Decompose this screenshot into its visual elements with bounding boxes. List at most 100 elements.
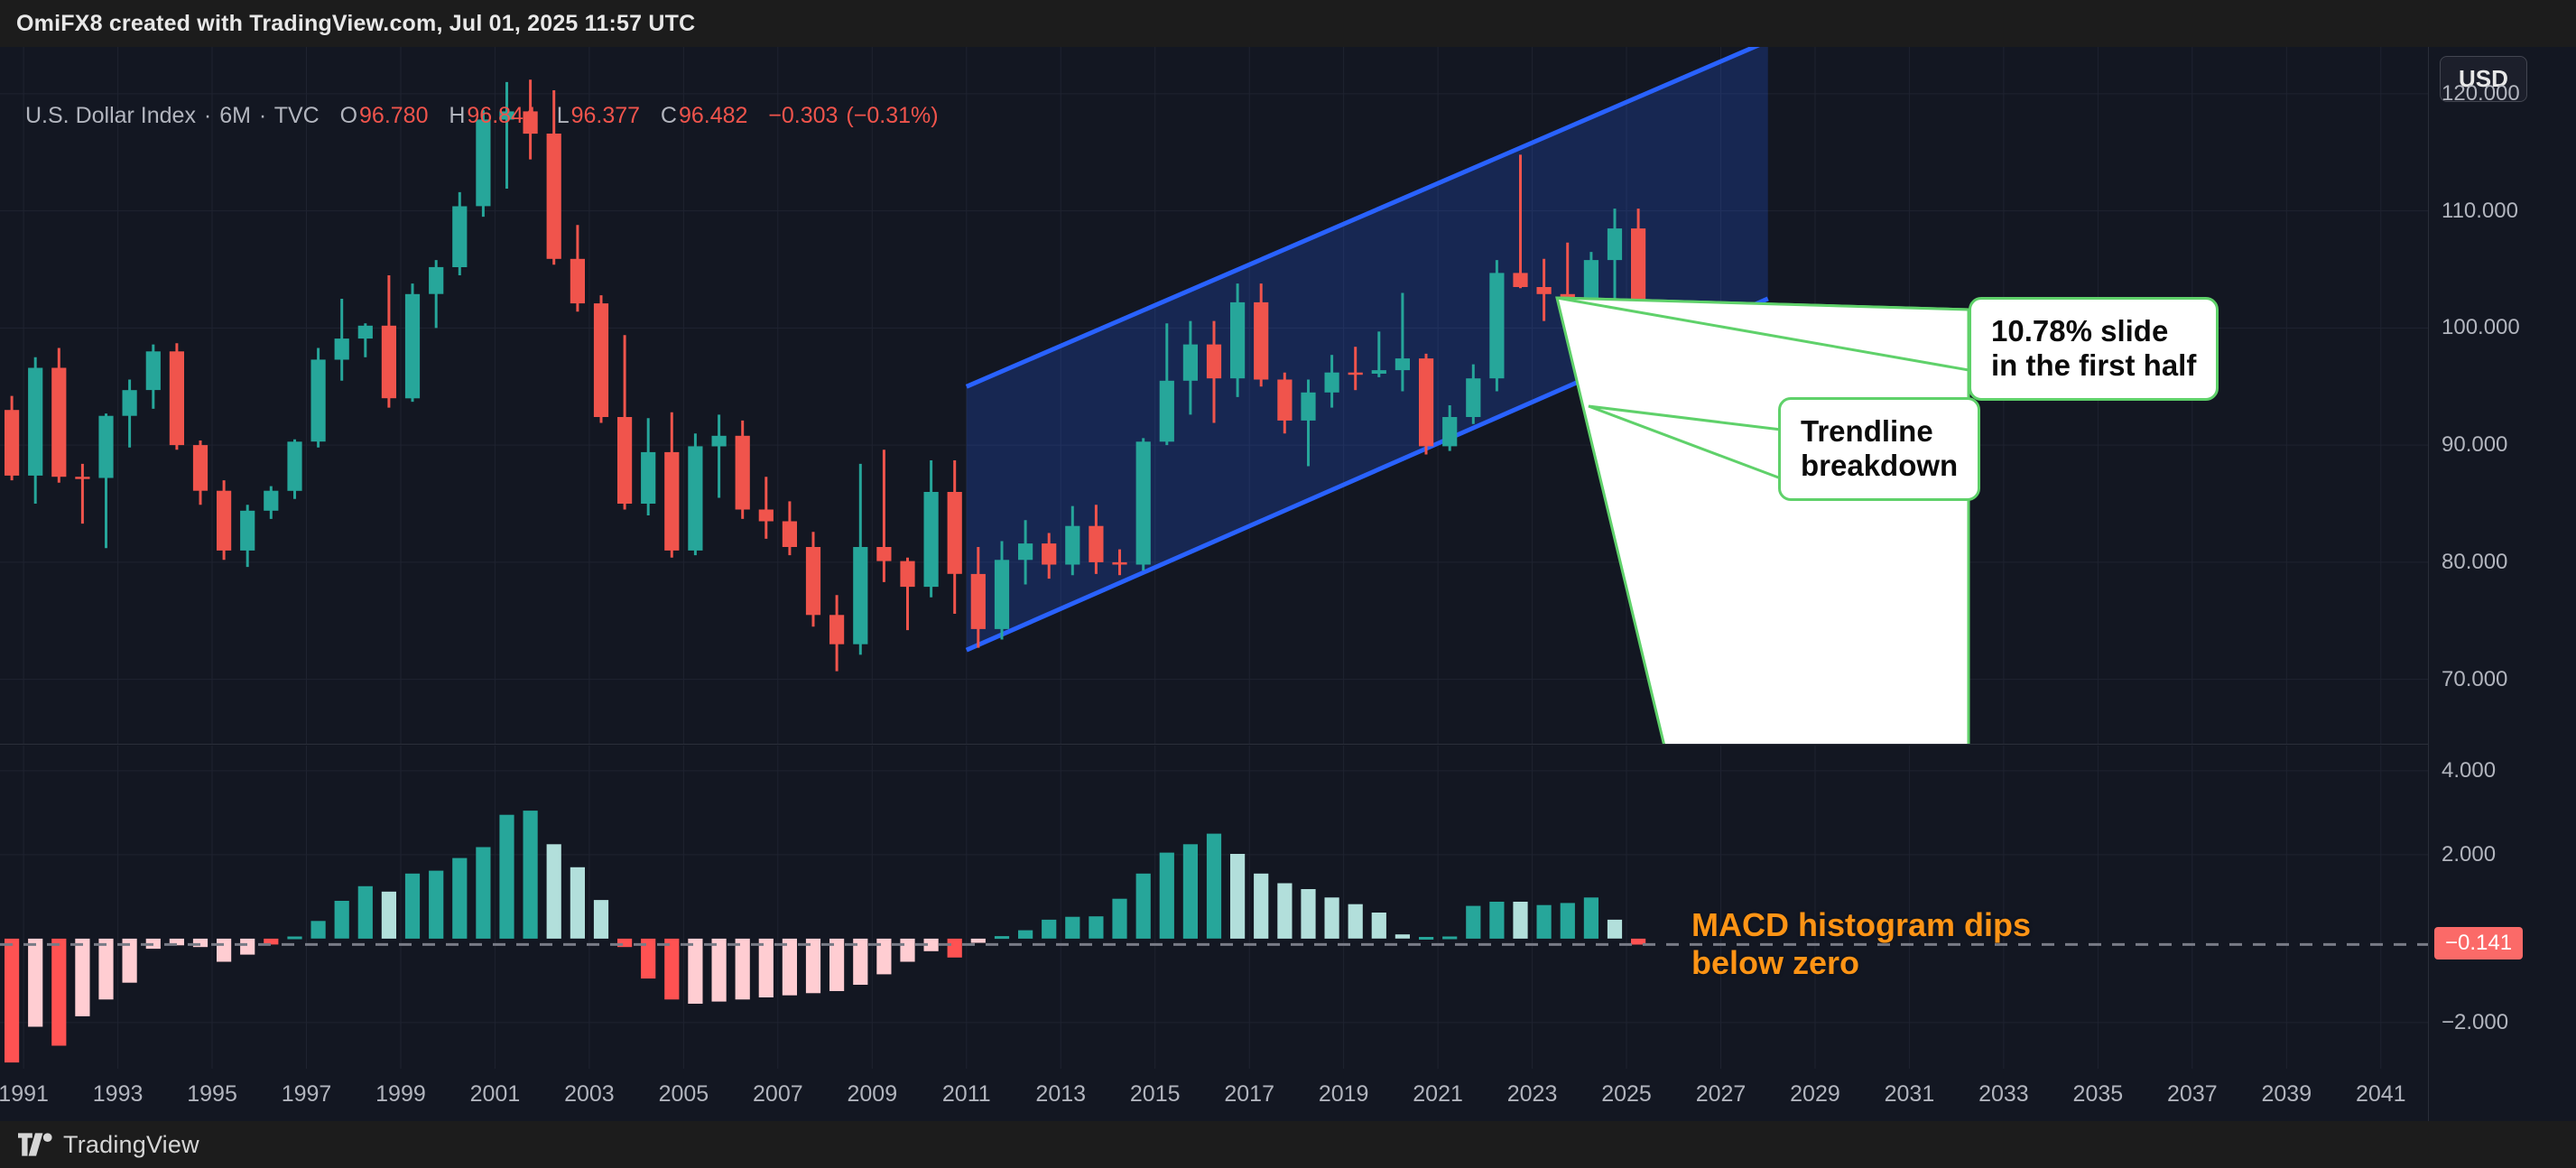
candle-body [1018, 543, 1033, 561]
time-tick-label: 2041 [2355, 1081, 2406, 1107]
candle-body [122, 390, 137, 416]
macd-pane[interactable] [0, 746, 2428, 1069]
time-tick-label: 2021 [1413, 1081, 1463, 1107]
macd-bar [1466, 905, 1481, 939]
macd-bar [452, 857, 468, 939]
macd-bar [287, 936, 302, 940]
time-tick-label: 2031 [1884, 1081, 1935, 1107]
candle-body [593, 303, 609, 417]
annotation-breakdown-callout[interactable]: Trendline breakdown [1778, 397, 1981, 501]
candle-body [334, 338, 349, 360]
candle-body [947, 492, 962, 574]
plot-area[interactable]: 1991 1993 1995 1997 1999 2001 2003 2005 2007 2009… [0, 47, 2428, 1121]
candle-body [1348, 372, 1363, 375]
candle-body [217, 490, 232, 551]
time-tick-label: 2011 [941, 1081, 991, 1107]
candle-body [1159, 380, 1174, 442]
candle-body [145, 351, 161, 391]
candle-body [429, 266, 444, 294]
annotation-macd-note[interactable]: MACD histogram dips below zero [1691, 906, 2032, 982]
time-tick-label: 1993 [92, 1081, 144, 1107]
time-tick-label: 2027 [1695, 1081, 1747, 1107]
macd-bar [1536, 904, 1552, 939]
macd-bar [593, 900, 609, 939]
candle-body [617, 417, 633, 504]
time-tick-label: 2033 [1978, 1081, 2029, 1107]
macd-bar [617, 938, 633, 948]
macd-bar [1583, 897, 1598, 939]
annotation-slide-callout[interactable]: 10.78% slide in the first half [1969, 297, 2219, 401]
candle-body [923, 492, 939, 588]
time-tick-label: 2003 [564, 1081, 615, 1107]
price-tick-label: 100.000 [2442, 315, 2520, 340]
candle-body [1065, 525, 1080, 565]
macd-bar [51, 938, 67, 1046]
candle-body [192, 445, 208, 491]
macd-bar [1419, 937, 1434, 940]
candle-body [1324, 372, 1339, 393]
candle-body [688, 446, 703, 551]
macd-bar [381, 891, 396, 939]
macd-bar [1348, 904, 1363, 939]
macd-bar [758, 938, 774, 997]
candle-body [51, 367, 67, 477]
candle-body [1089, 525, 1104, 562]
candle-body [1607, 228, 1623, 261]
macd-value-badge: −0.141 [2434, 927, 2524, 960]
macd-bar [98, 938, 114, 1000]
candle-body [876, 547, 892, 561]
macd-bar [1560, 903, 1575, 939]
time-tick-label: 2007 [753, 1081, 803, 1107]
time-tick-label: 2015 [1129, 1081, 1181, 1107]
time-tick-label: 2025 [1601, 1081, 1652, 1107]
candle-body [381, 325, 396, 399]
candle-body [264, 490, 279, 511]
macd-histogram-series [0, 746, 2428, 1069]
time-tick-label: 2023 [1506, 1081, 1558, 1107]
candle-body [853, 547, 868, 644]
macd-bar [782, 938, 797, 996]
macd-bar [1112, 898, 1127, 939]
macd-bar [1324, 897, 1339, 939]
chart-frame[interactable]: 1991 1993 1995 1997 1999 2001 2003 2005 2007 2009… [0, 47, 2576, 1121]
candle-body [994, 560, 1010, 629]
macd-bar [217, 938, 232, 962]
candle-body [711, 435, 727, 447]
candle-body [1135, 441, 1151, 565]
price-tick-label: 90.000 [2442, 432, 2508, 458]
macd-bar [641, 938, 656, 979]
time-tick-label: 1991 [0, 1081, 49, 1107]
macd-bar [1277, 883, 1293, 939]
macd-bar [192, 938, 208, 948]
candle-body [782, 521, 797, 547]
macd-bar [829, 938, 845, 991]
candle-body [1371, 370, 1386, 374]
time-tick-label: 1999 [375, 1081, 426, 1107]
macd-bar [1182, 844, 1198, 939]
candle-body [735, 435, 750, 510]
candle-body [1182, 344, 1198, 381]
macd-bar [404, 873, 421, 939]
candle-body [641, 451, 656, 504]
macd-bar [1206, 833, 1222, 939]
macd-bar [499, 814, 514, 939]
time-tick-label: 2013 [1035, 1081, 1087, 1107]
macd-bar [1042, 919, 1057, 939]
pane-divider [0, 744, 2428, 745]
macd-bar [1159, 852, 1174, 939]
macd-bar [900, 938, 915, 962]
candle-body [1489, 273, 1505, 379]
macd-bar [28, 938, 43, 1027]
macd-bar [1371, 913, 1386, 939]
macd-bar [876, 938, 892, 975]
time-tick-label: 2001 [469, 1081, 521, 1107]
time-scale[interactable]: 1991 1993 1995 1997 1999 2001 2003 2005 2007 2009… [0, 1069, 2428, 1121]
macd-bar [1018, 930, 1033, 939]
macd-bar [1631, 938, 1646, 945]
price-scale[interactable]: USD 120.000 110.000 100.000 90.000 80.000 70.… [2428, 47, 2576, 1121]
tradingview-logo-icon [18, 1133, 52, 1156]
candle-body [546, 134, 561, 259]
candle-body [758, 509, 774, 522]
macd-bar [1442, 936, 1458, 940]
currency-chip[interactable]: USD [2440, 56, 2527, 102]
